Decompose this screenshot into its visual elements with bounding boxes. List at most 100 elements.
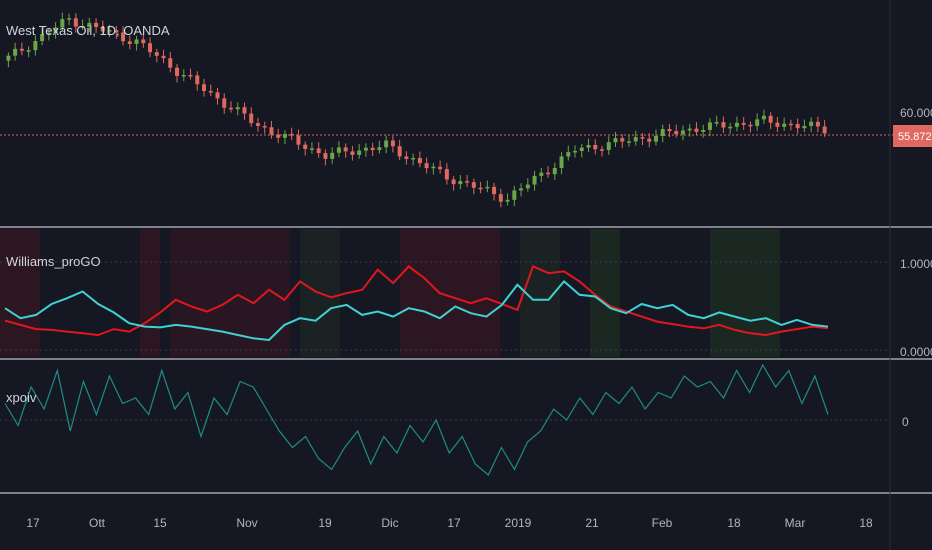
candle-body (613, 138, 618, 143)
time-axis-label: 19 (318, 516, 332, 530)
candle-body (795, 124, 800, 129)
candle-body (417, 157, 422, 164)
candle-body (512, 190, 517, 200)
xpoiv-line (4, 363, 829, 476)
price-axis-label: 60.000 (900, 106, 932, 120)
candle-body (579, 147, 584, 151)
candle-body (148, 43, 153, 53)
time-axis-label: 21 (585, 516, 599, 530)
price-pane[interactable] (0, 12, 895, 208)
candle-body (181, 74, 186, 77)
xpoiv-axis-zero: 0 (902, 415, 909, 429)
candle-body (721, 122, 726, 128)
candle-body (775, 122, 780, 127)
candle-body (53, 27, 58, 33)
candle-body (6, 55, 11, 61)
candle-body (202, 84, 207, 91)
candle-body (195, 75, 200, 85)
candle-body (411, 157, 416, 160)
candle-body (269, 127, 274, 135)
candle-body (161, 55, 166, 59)
candle-body (788, 123, 793, 126)
candle-body (822, 126, 827, 134)
candle-body (134, 39, 139, 44)
candle-body (809, 121, 814, 126)
candle-body (107, 30, 112, 32)
williams-title[interactable]: Williams_proGO (6, 254, 101, 269)
candle-body (768, 115, 773, 123)
candle-body (404, 156, 409, 159)
time-axis-label: 18 (727, 516, 741, 530)
candle-body (154, 52, 159, 56)
symbol-title[interactable]: West Texas Oil, 1D, OANDA (6, 23, 170, 38)
candle-body (566, 152, 571, 157)
candle-body (73, 18, 78, 27)
candle-body (384, 140, 389, 148)
time-axis-label: 17 (26, 516, 40, 530)
candle-body (141, 39, 146, 44)
candle-body (782, 123, 787, 127)
candle-body (451, 179, 456, 185)
williams-red-line (4, 265, 829, 337)
candle-body (357, 150, 362, 155)
candle-body (228, 107, 233, 110)
last-price-tag (893, 125, 932, 147)
candle-body (640, 137, 645, 139)
candle-body (60, 19, 65, 28)
candle-body (289, 133, 294, 136)
candle-body (519, 188, 524, 191)
candle-body (249, 113, 254, 124)
candle-body (309, 148, 314, 150)
time-axis-label: Mar (785, 516, 806, 530)
candle-body (606, 142, 611, 150)
candle-body (498, 194, 503, 202)
candle-body (741, 122, 746, 125)
candle-body (620, 138, 625, 142)
candle-body (539, 172, 544, 176)
candle-body (667, 129, 672, 132)
candle-body (114, 30, 119, 33)
candle-body (350, 151, 355, 155)
time-axis-label: 15 (153, 516, 167, 530)
candle-body (370, 147, 375, 151)
xpoiv-title[interactable]: xpoiv (6, 390, 37, 405)
candle-body (424, 163, 429, 169)
candle-body (222, 98, 227, 108)
candle-body (282, 133, 287, 138)
candle-body (680, 130, 685, 135)
candle-body (492, 186, 497, 195)
candle-body (33, 41, 38, 51)
candle-body (296, 135, 301, 145)
candle-body (728, 126, 733, 129)
candle-body (390, 140, 395, 147)
candle-body (46, 32, 51, 35)
candle-body (687, 128, 692, 131)
candle-body (559, 156, 564, 168)
candle-body (215, 92, 220, 99)
candle-body (377, 147, 382, 151)
candle-body (168, 58, 173, 68)
candle-body (546, 172, 551, 175)
candle-body (87, 22, 92, 27)
time-axis-label: Dic (381, 516, 398, 530)
candle-body (19, 48, 24, 51)
candle-body (802, 125, 807, 129)
time-axis-label: Nov (236, 516, 257, 530)
candle-body (262, 125, 267, 128)
candle-body (465, 181, 470, 183)
time-axis[interactable]: 17 Ott 15 Nov 19 Dic 17 2019 21 Feb 18 Mar 18 (26, 516, 873, 530)
candle-body (40, 34, 45, 42)
candle-body (444, 169, 449, 180)
candle-body (734, 122, 739, 127)
candle-body (748, 124, 753, 127)
candle-body (633, 137, 638, 142)
time-axis-label: Feb (652, 516, 673, 530)
candle-body (694, 128, 699, 132)
candle-body (431, 166, 436, 169)
candle-body (761, 115, 766, 120)
candle-body (316, 148, 321, 154)
candle-body (363, 147, 368, 151)
candle-body (755, 119, 760, 126)
